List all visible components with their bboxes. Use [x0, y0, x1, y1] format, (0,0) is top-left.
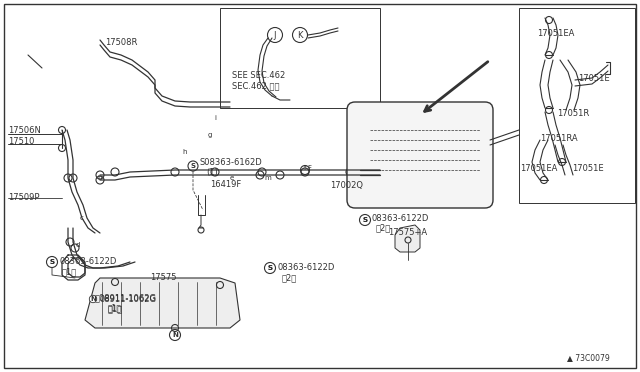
Text: （2）: （2） [376, 224, 391, 232]
Text: 08363-6122D: 08363-6122D [60, 257, 117, 266]
Text: d: d [76, 242, 80, 248]
Text: K: K [297, 31, 303, 39]
Text: N: N [90, 296, 96, 302]
Text: S: S [268, 265, 273, 271]
Text: S: S [362, 217, 367, 223]
Text: （2）: （2） [282, 273, 297, 282]
Text: h: h [183, 149, 188, 155]
Text: （1）: （1） [62, 267, 77, 276]
Text: m: m [264, 175, 271, 181]
Text: SEC.462 参照: SEC.462 参照 [232, 81, 280, 90]
Text: c: c [80, 215, 84, 221]
Text: f: f [304, 165, 307, 171]
Text: (1): (1) [206, 167, 218, 176]
Text: 17506N: 17506N [8, 125, 41, 135]
Text: ▲ 73C0079: ▲ 73C0079 [567, 353, 610, 362]
Text: F: F [307, 165, 311, 171]
Text: ⓝ08911-1062G: ⓝ08911-1062G [95, 294, 157, 302]
Text: e: e [230, 175, 234, 181]
Text: S: S [49, 259, 54, 265]
Text: i: i [214, 115, 216, 121]
Text: 17508R: 17508R [105, 38, 138, 46]
Polygon shape [85, 278, 240, 328]
Text: b: b [98, 175, 102, 181]
Text: 08911-1062G: 08911-1062G [100, 295, 157, 304]
Text: 17575+A: 17575+A [388, 228, 427, 237]
Text: 17051EA: 17051EA [537, 29, 574, 38]
Text: 17051EA: 17051EA [520, 164, 557, 173]
Text: 16419F: 16419F [210, 180, 241, 189]
Text: 17051E: 17051E [572, 164, 604, 173]
Text: 17051R: 17051R [557, 109, 589, 118]
Text: S: S [268, 265, 273, 271]
Text: S: S [191, 163, 195, 169]
Text: J: J [274, 31, 276, 39]
Bar [519, 8, 635, 203]
Text: 08363-6122D: 08363-6122D [278, 263, 335, 273]
Text: （1）: （1） [108, 305, 124, 314]
Text: SEE SEC.462: SEE SEC.462 [232, 71, 285, 80]
Text: 、1）: 、1） [108, 304, 122, 312]
Polygon shape [395, 225, 420, 252]
Text: N: N [172, 332, 178, 338]
Text: 08363-6122D: 08363-6122D [372, 214, 429, 222]
Text: 17002Q: 17002Q [330, 180, 363, 189]
Text: 17509P: 17509P [8, 192, 40, 202]
Text: S: S [49, 259, 54, 265]
Text: 17051RA: 17051RA [540, 134, 578, 142]
Text: 17510: 17510 [8, 137, 35, 145]
Text: 17575: 17575 [150, 273, 177, 282]
FancyBboxPatch shape [347, 102, 493, 208]
Text: 17051E: 17051E [578, 74, 610, 83]
Text: S: S [362, 217, 367, 223]
Text: g: g [208, 132, 212, 138]
Text: S08363-6162D: S08363-6162D [200, 157, 263, 167]
Bar [220, 8, 380, 108]
